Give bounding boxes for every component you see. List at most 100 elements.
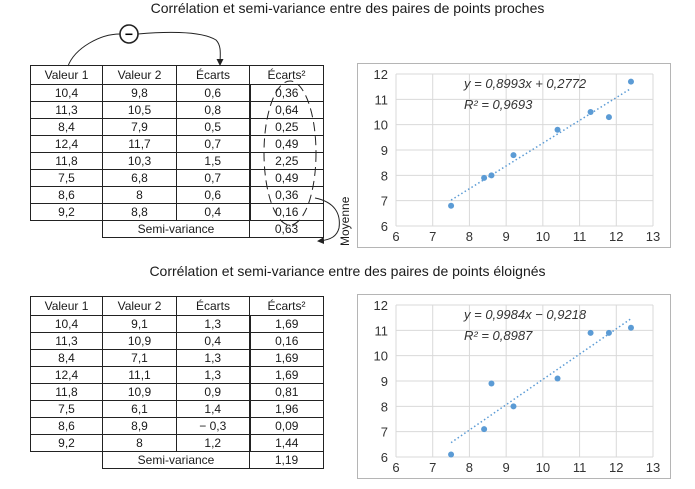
empty-cell: [31, 452, 103, 469]
semi-variance-value: 1,19: [249, 451, 324, 469]
table-row: 11,8 10,3 1,5 2,25: [30, 152, 324, 170]
x-tick-label: 11: [573, 460, 587, 475]
table-row: 8,6 8 0,6 0,36: [30, 186, 324, 204]
scatter-chart-close: 6 7 8 9 10 11 12 6 7 8 9 10 11 12 13 y = 0,8993x + 0,27…: [374, 67, 661, 244]
table-row: 9,2 8 1,2 1,44: [30, 434, 324, 452]
table-cell: 7,1: [102, 349, 177, 367]
header-valeur1: Valeur 1: [30, 65, 103, 85]
table-cell: 11,1: [102, 366, 177, 384]
data-point: [587, 329, 594, 336]
y-tick-label: 6: [381, 219, 388, 234]
x-tick-label: 13: [646, 229, 660, 244]
r-squared: R² = 0,9693: [464, 97, 533, 112]
y-tick-label: 10: [374, 118, 388, 133]
data-point: [605, 329, 612, 336]
table-cell: 0,49: [249, 135, 324, 153]
semi-variance-value: 0,63: [249, 220, 324, 238]
table-cell: 0,4: [176, 332, 251, 350]
table-row: 8,4 7,1 1,3 1,69: [30, 349, 324, 367]
table-cell: 7,9: [102, 118, 177, 136]
y-tick-label: 12: [374, 298, 388, 313]
y-tick-label: 7: [381, 425, 388, 440]
table-cell: 11,3: [30, 332, 103, 350]
table-cell: 7,5: [30, 400, 103, 418]
table-cell: 8,4: [30, 349, 103, 367]
table-cell: 0,9: [176, 383, 251, 401]
x-tick-label: 9: [503, 460, 510, 475]
semi-variance-label: Semi-variance: [102, 451, 250, 469]
x-tick-label: 13: [646, 460, 660, 475]
table-cell: 1,44: [249, 434, 324, 452]
data-point: [488, 380, 495, 387]
table-cell: 0,5: [176, 118, 251, 136]
data-point: [488, 172, 495, 179]
chart-far-pairs: 6 7 8 9 10 11 12 6 7 8 9 10 11 12 13 y = 0,9984x − 0,92…: [357, 294, 671, 479]
table-row: 7,5 6,8 0,7 0,49: [30, 169, 324, 187]
table-cell: 1,96: [249, 400, 324, 418]
x-tick-label: 7: [429, 460, 436, 475]
table-row: 8,4 7,9 0,5 0,25: [30, 118, 324, 136]
table-cell: 0,8: [176, 101, 251, 119]
moyenne-label: Moyenne: [338, 196, 352, 246]
empty-cell: [31, 221, 103, 238]
table-cell: 8,6: [30, 417, 103, 435]
x-tick-label: 10: [536, 460, 550, 475]
data-point: [448, 202, 455, 209]
y-tick-label: 11: [375, 323, 389, 338]
table-cell: 2,25: [249, 152, 324, 170]
trendline-equation: y = 0,8993x + 0,2772: [463, 76, 587, 91]
table-cell: 0,81: [249, 383, 324, 401]
table-cell: 1,3: [176, 366, 251, 384]
table-cell: 1,3: [176, 349, 251, 367]
difference-arrow: −: [67, 24, 224, 67]
semi-variance-label: Semi-variance: [102, 220, 250, 238]
table-cell: − 0,3: [176, 417, 251, 435]
x-tick-label: 12: [609, 229, 623, 244]
table-cell: 9,1: [102, 315, 177, 333]
table-cell: 0,16: [249, 203, 324, 221]
table-cell: 11,8: [30, 152, 103, 170]
table-cell: 12,4: [30, 366, 103, 384]
header-valeur1: Valeur 1: [30, 296, 103, 316]
table-cell: 9,8: [102, 84, 177, 102]
table-cell: 10,3: [102, 152, 177, 170]
y-tick-label: 8: [381, 399, 388, 414]
table-cell: 1,4: [176, 400, 251, 418]
table-cell: 11,7: [102, 135, 177, 153]
table-row: 12,4 11,1 1,3 1,69: [30, 366, 324, 384]
r-squared: R² = 0,8987: [464, 328, 533, 343]
table-cell: 1,69: [249, 315, 324, 333]
table-row: 9,2 8,8 0,4 0,16: [30, 203, 324, 221]
minus-circle-icon: [119, 24, 139, 44]
title-bottom: Corrélation et semi-variance entre des p…: [149, 263, 546, 279]
table-cell: 6,8: [102, 169, 177, 187]
table-cell: 1,69: [249, 366, 324, 384]
x-tick-label: 9: [503, 229, 510, 244]
table-cell: 9,2: [30, 434, 103, 452]
trendline-equation: y = 0,9984x − 0,9218: [463, 307, 587, 322]
table-cell: 0,4: [176, 203, 251, 221]
data-point: [627, 78, 634, 85]
table-row: 7,5 6,1 1,4 1,96: [30, 400, 324, 418]
x-tick-label: 12: [609, 460, 623, 475]
y-tick-label: 12: [374, 67, 388, 82]
header-ecarts: Écarts: [176, 65, 250, 85]
table-cell: 10,5: [102, 101, 177, 119]
table-cell: 0,6: [176, 186, 251, 204]
x-tick-label: 6: [392, 460, 399, 475]
table-cell: 10,9: [102, 332, 177, 350]
data-point: [481, 426, 488, 433]
title-top: Corrélation et semi-variance entre des p…: [150, 0, 545, 16]
y-tick-label: 10: [374, 349, 388, 364]
x-tick-label: 7: [429, 229, 436, 244]
table-cell: 10,4: [30, 315, 103, 333]
y-tick-label: 6: [381, 450, 388, 465]
table-cell: 10,4: [30, 84, 103, 102]
data-point: [605, 114, 612, 121]
y-tick-label: 11: [375, 92, 389, 107]
table-cell: 8,4: [30, 118, 103, 136]
header-ecarts2: Écarts²: [249, 296, 324, 316]
x-tick-label: 6: [392, 229, 399, 244]
table-cell: 0,09: [249, 417, 324, 435]
x-tick-label: 10: [536, 229, 550, 244]
